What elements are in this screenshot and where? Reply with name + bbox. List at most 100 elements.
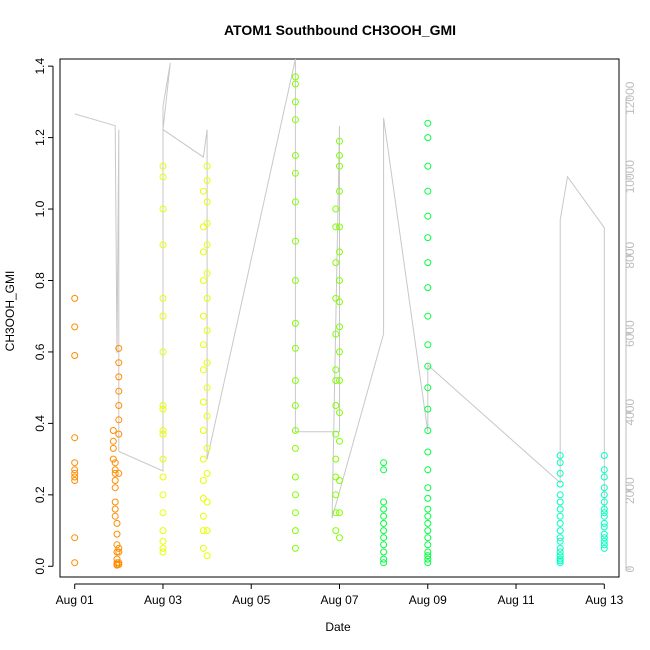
data-point (424, 519, 432, 527)
data-point (556, 469, 564, 477)
data-point (556, 505, 564, 513)
data-point (291, 491, 299, 499)
data-point (159, 348, 167, 356)
data-point (336, 152, 343, 159)
data-point (203, 241, 211, 249)
data-point (115, 416, 123, 424)
data-point (115, 544, 123, 552)
data-point (111, 512, 119, 520)
data-point (115, 402, 123, 409)
data-point (600, 534, 608, 542)
data-point (71, 559, 79, 567)
data-point (203, 177, 211, 184)
data-point (424, 448, 432, 456)
data-point (556, 480, 564, 488)
x-tick-label: Aug 09 (409, 593, 447, 607)
data-point (556, 491, 564, 499)
data-point (291, 169, 299, 177)
data-point (199, 477, 207, 484)
y2-tick-label: 0 (623, 565, 637, 572)
data-point (203, 219, 211, 227)
data-point (203, 444, 211, 452)
data-point (424, 527, 432, 535)
data-point (424, 384, 432, 392)
data-point (556, 498, 564, 506)
data-point (291, 198, 299, 206)
x-tick-label: Aug 07 (320, 593, 358, 607)
data-point (336, 348, 343, 356)
data-point (199, 312, 207, 320)
data-point (336, 187, 343, 195)
data-point (424, 259, 432, 267)
y2-tick-label: 10000 (623, 160, 637, 194)
data-point (600, 491, 608, 499)
data-point (291, 73, 299, 81)
data-point (600, 484, 608, 492)
data-point (159, 312, 167, 320)
plot-frame (59, 58, 620, 578)
data-point (111, 466, 119, 474)
data-point (556, 552, 564, 560)
data-point (380, 505, 388, 513)
data-point (71, 434, 79, 442)
data-point (115, 387, 123, 395)
data-point (424, 555, 432, 563)
x-tick-label: Aug 05 (232, 593, 270, 607)
data-point (332, 205, 340, 213)
data-point (71, 352, 79, 359)
data-point (600, 530, 608, 538)
data-point (203, 294, 211, 302)
data-point (159, 544, 167, 552)
data-point (332, 509, 340, 517)
data-point (424, 362, 432, 370)
data-point (113, 541, 121, 549)
data-point (109, 437, 117, 445)
data-point (332, 473, 340, 481)
data-point (71, 466, 79, 474)
data-point (424, 312, 432, 320)
data-point (556, 548, 564, 556)
data-point (424, 119, 432, 127)
data-point (159, 537, 167, 545)
x-tick-label: Aug 13 (585, 593, 623, 607)
data-point (380, 559, 388, 567)
data-point (424, 559, 432, 567)
data-point (159, 405, 167, 413)
data-point (336, 223, 343, 231)
data-point (203, 527, 211, 535)
data-point (115, 430, 123, 438)
data-point (424, 512, 432, 520)
data-point (424, 187, 432, 195)
data-point (380, 466, 388, 474)
y2-tick-label: 2000 (623, 477, 637, 504)
data-point (332, 259, 340, 267)
data-point (111, 505, 119, 513)
y2-tick-label: 8000 (623, 242, 637, 269)
altitude-layer (74, 58, 605, 519)
data-point (424, 284, 432, 292)
data-point (115, 469, 123, 477)
data-point (291, 277, 299, 284)
data-point (380, 512, 388, 520)
data-point (203, 359, 211, 367)
data-point (424, 484, 432, 492)
data-point (111, 469, 119, 477)
altitude-line (74, 58, 605, 519)
data-point (336, 509, 343, 517)
data-point (199, 494, 207, 502)
data-point (380, 548, 388, 556)
data-point (332, 366, 340, 374)
data-point (424, 466, 432, 474)
data-point (159, 173, 167, 181)
data-point (199, 512, 207, 520)
data-point (115, 359, 123, 367)
data-point (600, 505, 608, 513)
x-axis-label: Date (325, 620, 351, 634)
data-point (159, 527, 167, 535)
data-point (332, 294, 340, 302)
data-point (203, 498, 211, 506)
data-point (199, 223, 207, 231)
data-point (203, 327, 211, 334)
y-tick-label: 0.8 (33, 272, 47, 289)
